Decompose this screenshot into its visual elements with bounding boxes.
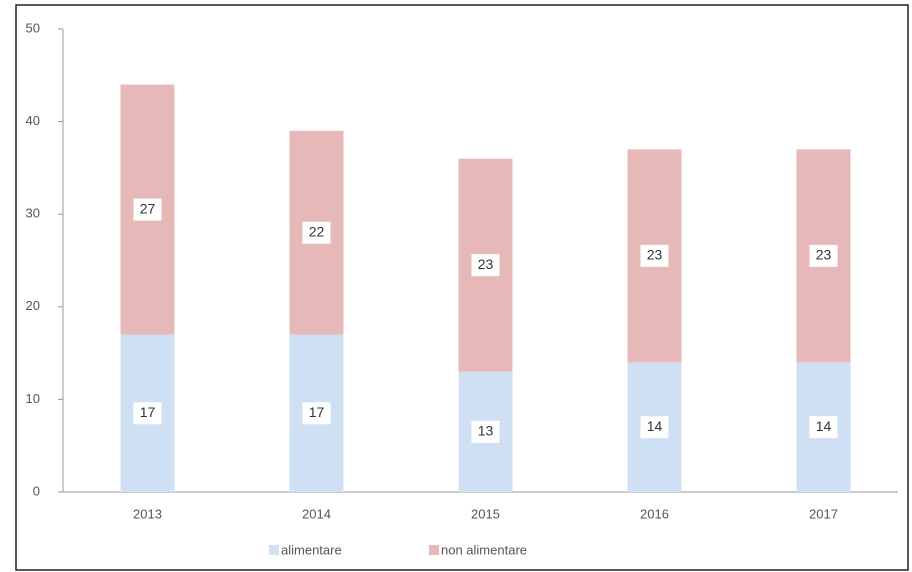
y-tick-label: 10 — [26, 391, 40, 406]
data-label: 13 — [478, 423, 494, 439]
data-label: 23 — [816, 247, 832, 263]
x-tick-label: 2015 — [471, 506, 500, 521]
data-label-box — [809, 416, 838, 439]
x-tick-label: 2013 — [133, 506, 162, 521]
legend-label: non alimentare — [441, 542, 527, 557]
data-label: 14 — [816, 418, 832, 434]
data-label-box — [302, 402, 331, 425]
x-tick-label: 2014 — [302, 506, 331, 521]
data-label-box — [133, 198, 162, 221]
data-label: 14 — [647, 418, 663, 434]
x-tick-label: 2017 — [809, 506, 838, 521]
data-label-box — [809, 244, 838, 267]
legend-label: alimentare — [281, 542, 342, 557]
data-label: 17 — [309, 404, 325, 420]
y-tick-label: 50 — [26, 20, 40, 35]
data-label-box — [640, 416, 669, 439]
data-label: 27 — [140, 200, 156, 216]
data-label-box — [471, 254, 500, 277]
data-label: 23 — [478, 256, 494, 272]
data-label: 22 — [309, 223, 325, 239]
legend-swatch — [269, 545, 279, 555]
data-label-box — [133, 402, 162, 425]
legend-swatch — [429, 545, 439, 555]
data-label: 17 — [140, 404, 156, 420]
data-label-box — [640, 244, 669, 267]
data-label: 23 — [647, 247, 663, 263]
data-label-box — [302, 221, 331, 244]
data-label-box — [471, 420, 500, 443]
y-tick-label: 0 — [33, 483, 40, 498]
y-tick-label: 30 — [26, 206, 40, 221]
y-tick-label: 40 — [26, 113, 40, 128]
x-tick-label: 2016 — [640, 506, 669, 521]
y-tick-label: 20 — [26, 298, 40, 313]
